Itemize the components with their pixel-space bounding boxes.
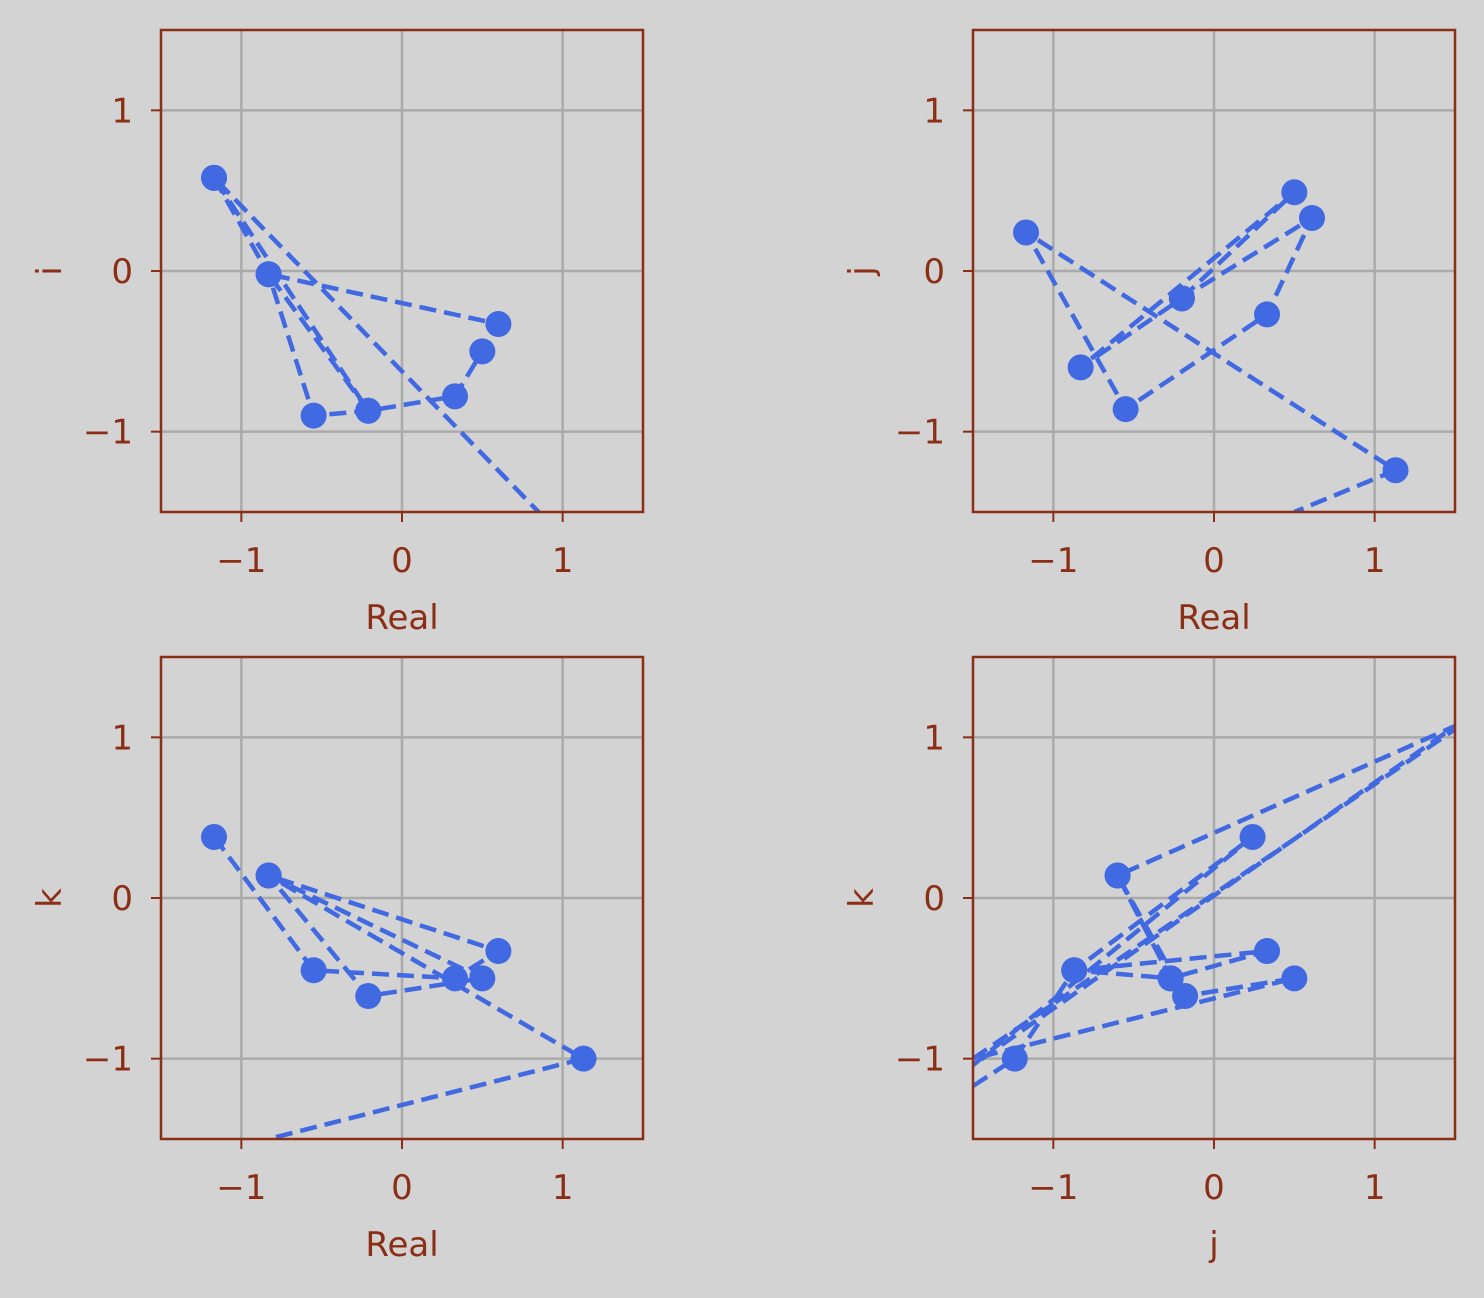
data-point	[1239, 823, 1266, 850]
x-axis-label: j	[1208, 1225, 1218, 1265]
data-point	[1061, 957, 1088, 984]
y-tick-label: −1	[83, 413, 133, 453]
x-tick-label: 0	[1203, 1168, 1225, 1208]
data-series	[973, 724, 1455, 1088]
x-tick-label: 1	[552, 541, 574, 581]
y-tick-label: 0	[111, 252, 133, 292]
x-tick-label: 1	[552, 1168, 574, 1208]
subplot-1: −1 0 1 −1 0 1 Real i	[30, 28, 645, 638]
subplot-3: −1 0 1 −1 0 1 Real k	[30, 655, 645, 1265]
y-tick-label: 1	[111, 718, 133, 758]
data-point	[201, 164, 228, 191]
y-axis-label: k	[30, 888, 70, 908]
y-tick-label: 1	[111, 91, 133, 131]
x-axis-label: Real	[365, 598, 438, 638]
y-tick-label: 0	[111, 879, 133, 919]
data-point	[1281, 965, 1308, 992]
data-point	[1001, 1045, 1028, 1072]
data-point	[485, 938, 512, 965]
x-tick-label: 0	[1203, 541, 1225, 581]
data-point	[442, 383, 469, 410]
data-point	[355, 397, 382, 424]
y-tick-label: 1	[923, 91, 945, 131]
x-tick-label: −1	[1028, 541, 1078, 581]
data-point	[1104, 862, 1131, 889]
y-axis-label: k	[842, 888, 882, 908]
subplot-2: −1 0 1 −1 0 1 Real j	[842, 28, 1457, 638]
x-tick-label: −1	[216, 1168, 266, 1208]
y-tick-label: −1	[895, 1040, 945, 1080]
y-tick-label: 0	[923, 252, 945, 292]
data-point	[1013, 219, 1040, 246]
x-tick-label: 0	[391, 541, 413, 581]
data-point	[1168, 285, 1195, 312]
data-point	[300, 957, 327, 984]
data-point	[255, 261, 282, 288]
data-point	[255, 862, 282, 889]
y-axis-label: i	[30, 266, 70, 275]
data-point	[1382, 457, 1409, 484]
x-axis-label: Real	[1177, 598, 1250, 638]
y-tick-label: −1	[83, 1040, 133, 1080]
data-point	[485, 311, 512, 338]
data-series	[201, 823, 597, 1139]
subplot-4: −1 0 1 −1 0 1 j k	[842, 655, 1457, 1265]
y-tick-label: −1	[895, 413, 945, 453]
data-point	[201, 823, 228, 850]
data-point	[442, 965, 469, 992]
x-tick-label: 0	[391, 1168, 413, 1208]
data-series	[1013, 179, 1409, 512]
x-tick-label: 1	[1364, 541, 1386, 581]
data-point	[300, 402, 327, 429]
data-point	[1172, 983, 1199, 1010]
data-point	[1281, 179, 1308, 206]
data-point	[1299, 204, 1326, 231]
x-axis-label: Real	[365, 1225, 438, 1265]
data-point	[469, 338, 496, 365]
data-point	[1067, 354, 1094, 381]
data-point	[469, 965, 496, 992]
data-point	[1112, 396, 1139, 423]
x-tick-label: −1	[216, 541, 266, 581]
series-line	[973, 724, 1455, 1088]
y-tick-label: 0	[923, 879, 945, 919]
x-tick-label: 1	[1364, 1168, 1386, 1208]
data-point	[1157, 965, 1184, 992]
data-series	[201, 164, 541, 512]
data-point	[355, 983, 382, 1010]
data-point	[570, 1045, 597, 1072]
series-line	[212, 835, 590, 1139]
x-tick-label: −1	[1028, 1168, 1078, 1208]
y-axis-label: j	[842, 266, 882, 276]
y-tick-label: 1	[923, 718, 945, 758]
data-point	[1254, 301, 1281, 328]
data-point	[1254, 938, 1281, 965]
series-line	[1024, 190, 1401, 512]
